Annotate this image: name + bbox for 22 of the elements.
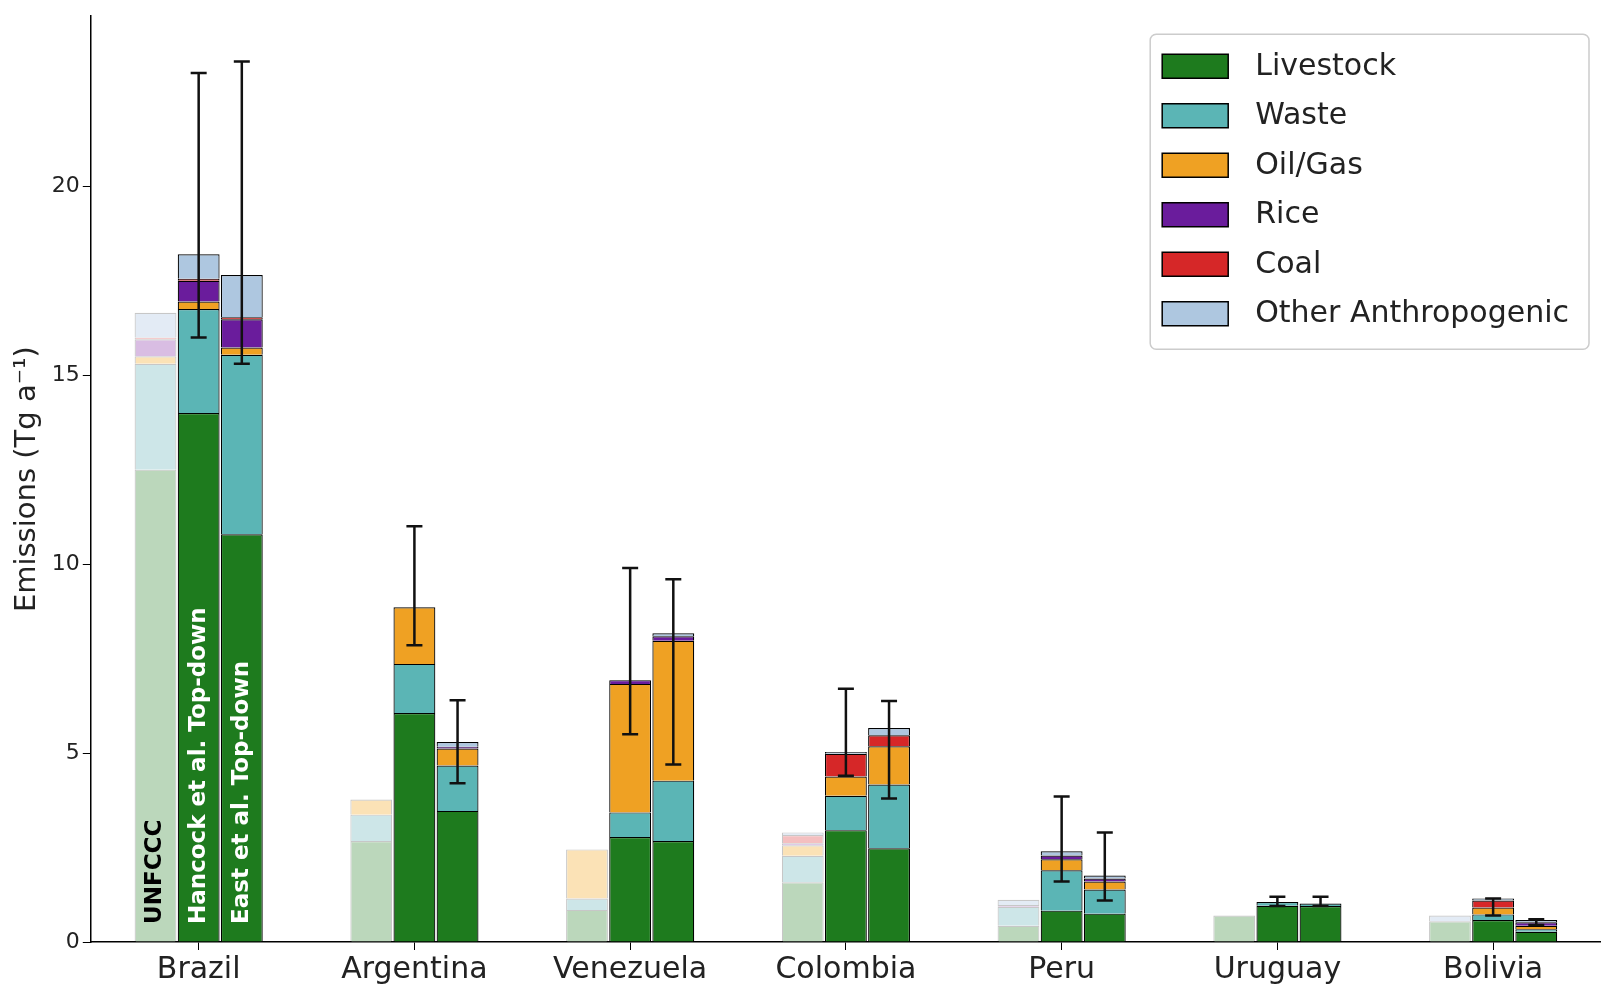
x-tick-label: Venezuela (553, 949, 708, 985)
x-tick-label: Uruguay (1213, 949, 1342, 985)
legend-label: Oil/Gas (1255, 146, 1363, 181)
x-tick-label: Bolivia (1443, 949, 1544, 985)
y-tick-label: 15 (51, 360, 80, 386)
legend-label: Waste (1255, 96, 1348, 132)
x-tick-label: Colombia (775, 949, 917, 985)
legend-label: Rice (1255, 195, 1320, 231)
x-tick-label: Argentina (341, 949, 488, 985)
legend-label: Coal (1255, 245, 1322, 280)
x-tick-label: Brazil (156, 949, 241, 985)
x-tick-label: Peru (1028, 949, 1096, 985)
legend-label: Other Anthropogenic (1255, 294, 1570, 330)
legend-label: Livestock (1255, 47, 1397, 82)
annotation: UNFCCC (140, 819, 167, 924)
y-tick-label: 20 (51, 171, 80, 197)
y-tick-label: 0 (65, 927, 80, 953)
annotation: Hancock et al. Top-down (183, 607, 210, 924)
y-tick-label: 10 (51, 549, 80, 575)
y-axis-title: Emissions (Tg a⁻¹) (7, 346, 42, 613)
annotation: East et al. Top-down (226, 660, 253, 924)
y-tick-label: 5 (65, 738, 80, 764)
